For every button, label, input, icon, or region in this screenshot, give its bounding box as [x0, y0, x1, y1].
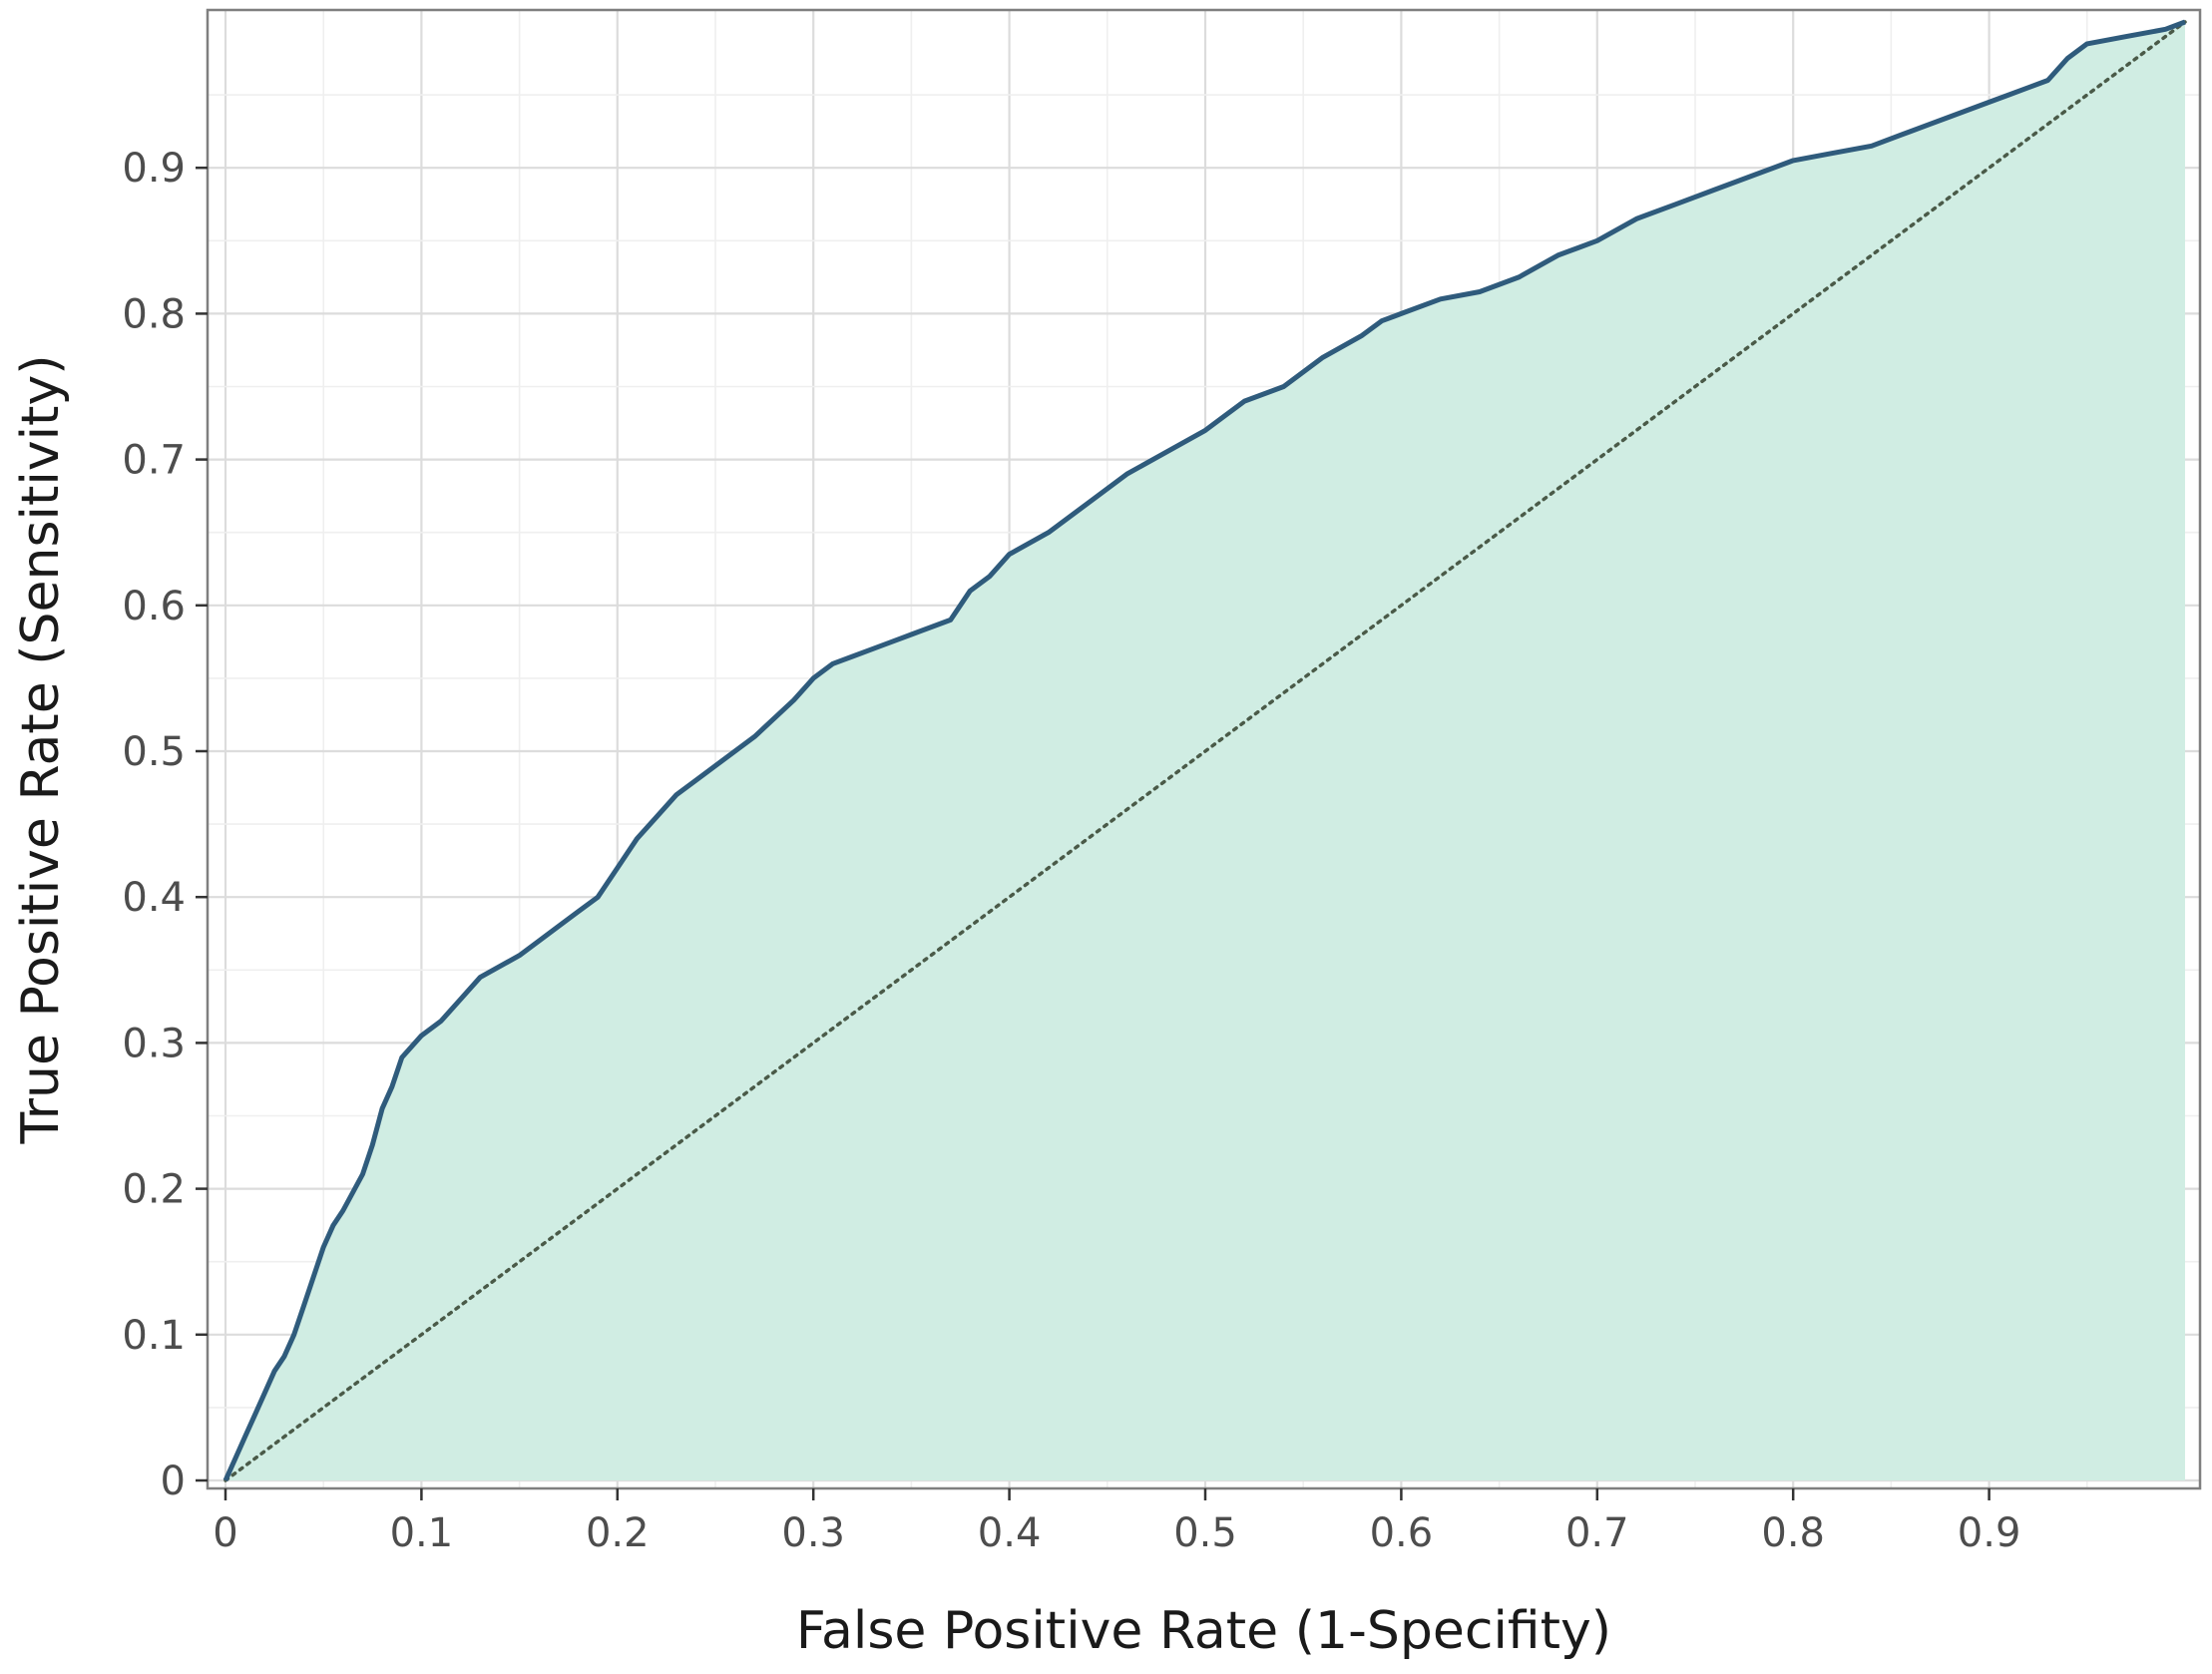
panel-border-layer [206, 8, 2202, 1490]
roc-curve [222, 19, 2186, 1482]
y-tick-label: 0.6 [122, 584, 186, 629]
panel-border [206, 8, 2202, 1490]
y-tick-label: 0.2 [122, 1167, 186, 1213]
roc-curve-layer [222, 19, 2186, 1482]
x-tick-label: 0.1 [390, 1510, 454, 1556]
y-tick-label: 0.4 [122, 875, 186, 921]
y-axis-title: True Positive Rate (Sensitivity) [11, 354, 71, 1144]
x-tick-label: 0.4 [978, 1510, 1042, 1556]
y-tick-label: 0.9 [122, 146, 186, 192]
y-tick-label: 0.5 [122, 729, 186, 775]
x-tick-label: 0.9 [1958, 1510, 2021, 1556]
x-tick-label: 0.6 [1370, 1510, 1434, 1556]
x-tick-label: 0.2 [586, 1510, 650, 1556]
y-tick-label: 0.7 [122, 438, 186, 484]
x-tick-label: 0 [213, 1510, 237, 1556]
x-tick-label: 0.7 [1565, 1510, 1629, 1556]
x-tick-label: 0.3 [781, 1510, 845, 1556]
x-tick-label: 0.8 [1761, 1510, 1825, 1556]
y-tick-label: 0.3 [122, 1021, 186, 1066]
y-tick-label: 0.8 [122, 291, 186, 337]
x-tick-label: 0.5 [1173, 1510, 1237, 1556]
y-axis-ticks: 0 0.1 0.2 0.3 0.4 0.5 0.6 0.7 0.8 0.9 [122, 146, 208, 1504]
y-tick-label: 0.1 [122, 1313, 186, 1359]
reference-diagonal-line [223, 20, 2187, 1482]
reference-line-layer [223, 20, 2187, 1482]
y-tick-label: 0 [161, 1459, 186, 1504]
x-axis-ticks: 0 0.1 0.2 0.3 0.4 0.5 0.6 0.7 0.8 0.9 [213, 1488, 2020, 1556]
x-axis-title: False Positive Rate (1-Specifity) [796, 1601, 1611, 1661]
